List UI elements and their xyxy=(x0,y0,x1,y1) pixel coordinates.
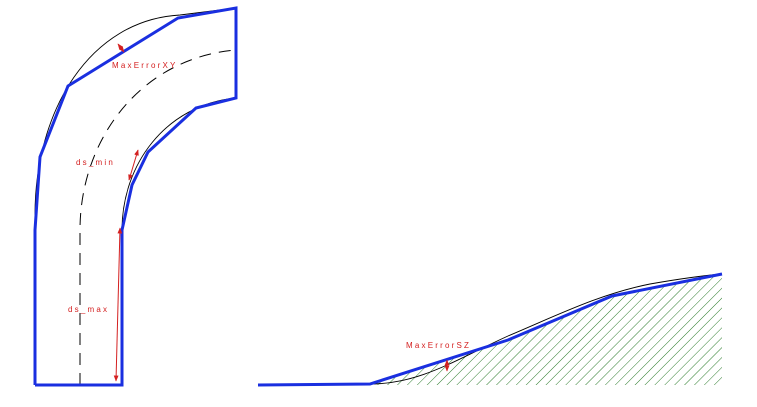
ds-min-label: ds_min xyxy=(76,158,115,167)
max-error-xy-label: MaxErrorXY xyxy=(112,61,178,70)
road-centerline xyxy=(79,49,237,385)
ds-max-arrow xyxy=(113,227,123,382)
true-profile-curve xyxy=(257,273,723,386)
plan-view-xy: MaxErrorXY ds_min ds_max xyxy=(33,6,238,387)
max-error-sz-label: MaxErrorSZ xyxy=(406,341,471,350)
ds-min-arrow xyxy=(128,149,139,181)
max-error-xy-arrow xyxy=(117,43,125,53)
true-inner-curve xyxy=(121,97,237,231)
discretized-profile xyxy=(257,272,723,387)
profile-view-sz: MaxErrorSZ xyxy=(257,272,723,387)
ds-max-label: ds_max xyxy=(68,305,109,314)
true-outer-curve xyxy=(34,7,237,230)
